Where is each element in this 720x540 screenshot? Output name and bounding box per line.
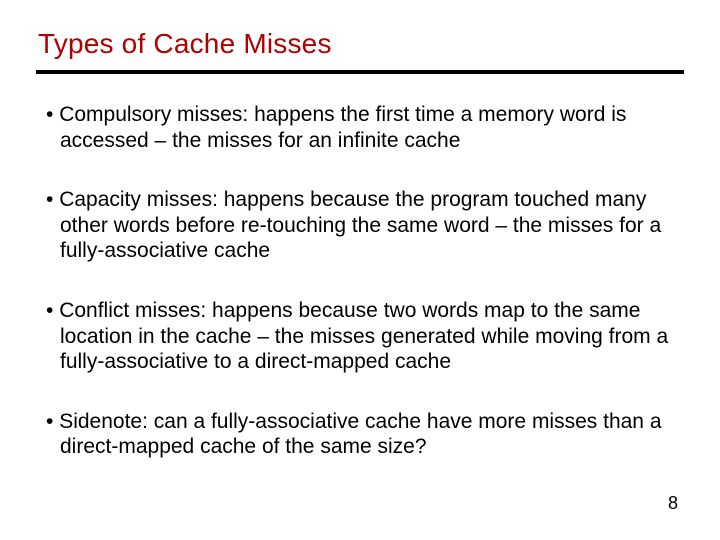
bullet-item: • Conflict misses: happens because two w… bbox=[42, 298, 678, 375]
bullet-text: Compulsory misses: happens the first tim… bbox=[59, 103, 626, 152]
bullet-dot-icon: • bbox=[46, 299, 59, 322]
slide-body: • Compulsory misses: happens the first t… bbox=[36, 102, 684, 460]
bullet-dot-icon: • bbox=[46, 188, 59, 211]
bullet-text: Sidenote: can a fully-associative cache … bbox=[59, 410, 661, 459]
bullet-item: • Capacity misses: happens because the p… bbox=[42, 187, 678, 264]
title-underline bbox=[36, 70, 684, 74]
bullet-dot-icon: • bbox=[46, 410, 59, 433]
bullet-item: • Sidenote: can a fully-associative cach… bbox=[42, 409, 678, 460]
slide: Types of Cache Misses • Compulsory misse… bbox=[0, 0, 720, 540]
slide-title: Types of Cache Misses bbox=[38, 28, 684, 60]
bullet-dot-icon: • bbox=[46, 103, 59, 126]
page-number: 8 bbox=[668, 493, 678, 514]
bullet-text: Conflict misses: happens because two wor… bbox=[59, 299, 668, 373]
bullet-text: Capacity misses: happens because the pro… bbox=[59, 188, 661, 262]
bullet-item: • Compulsory misses: happens the first t… bbox=[42, 102, 678, 153]
